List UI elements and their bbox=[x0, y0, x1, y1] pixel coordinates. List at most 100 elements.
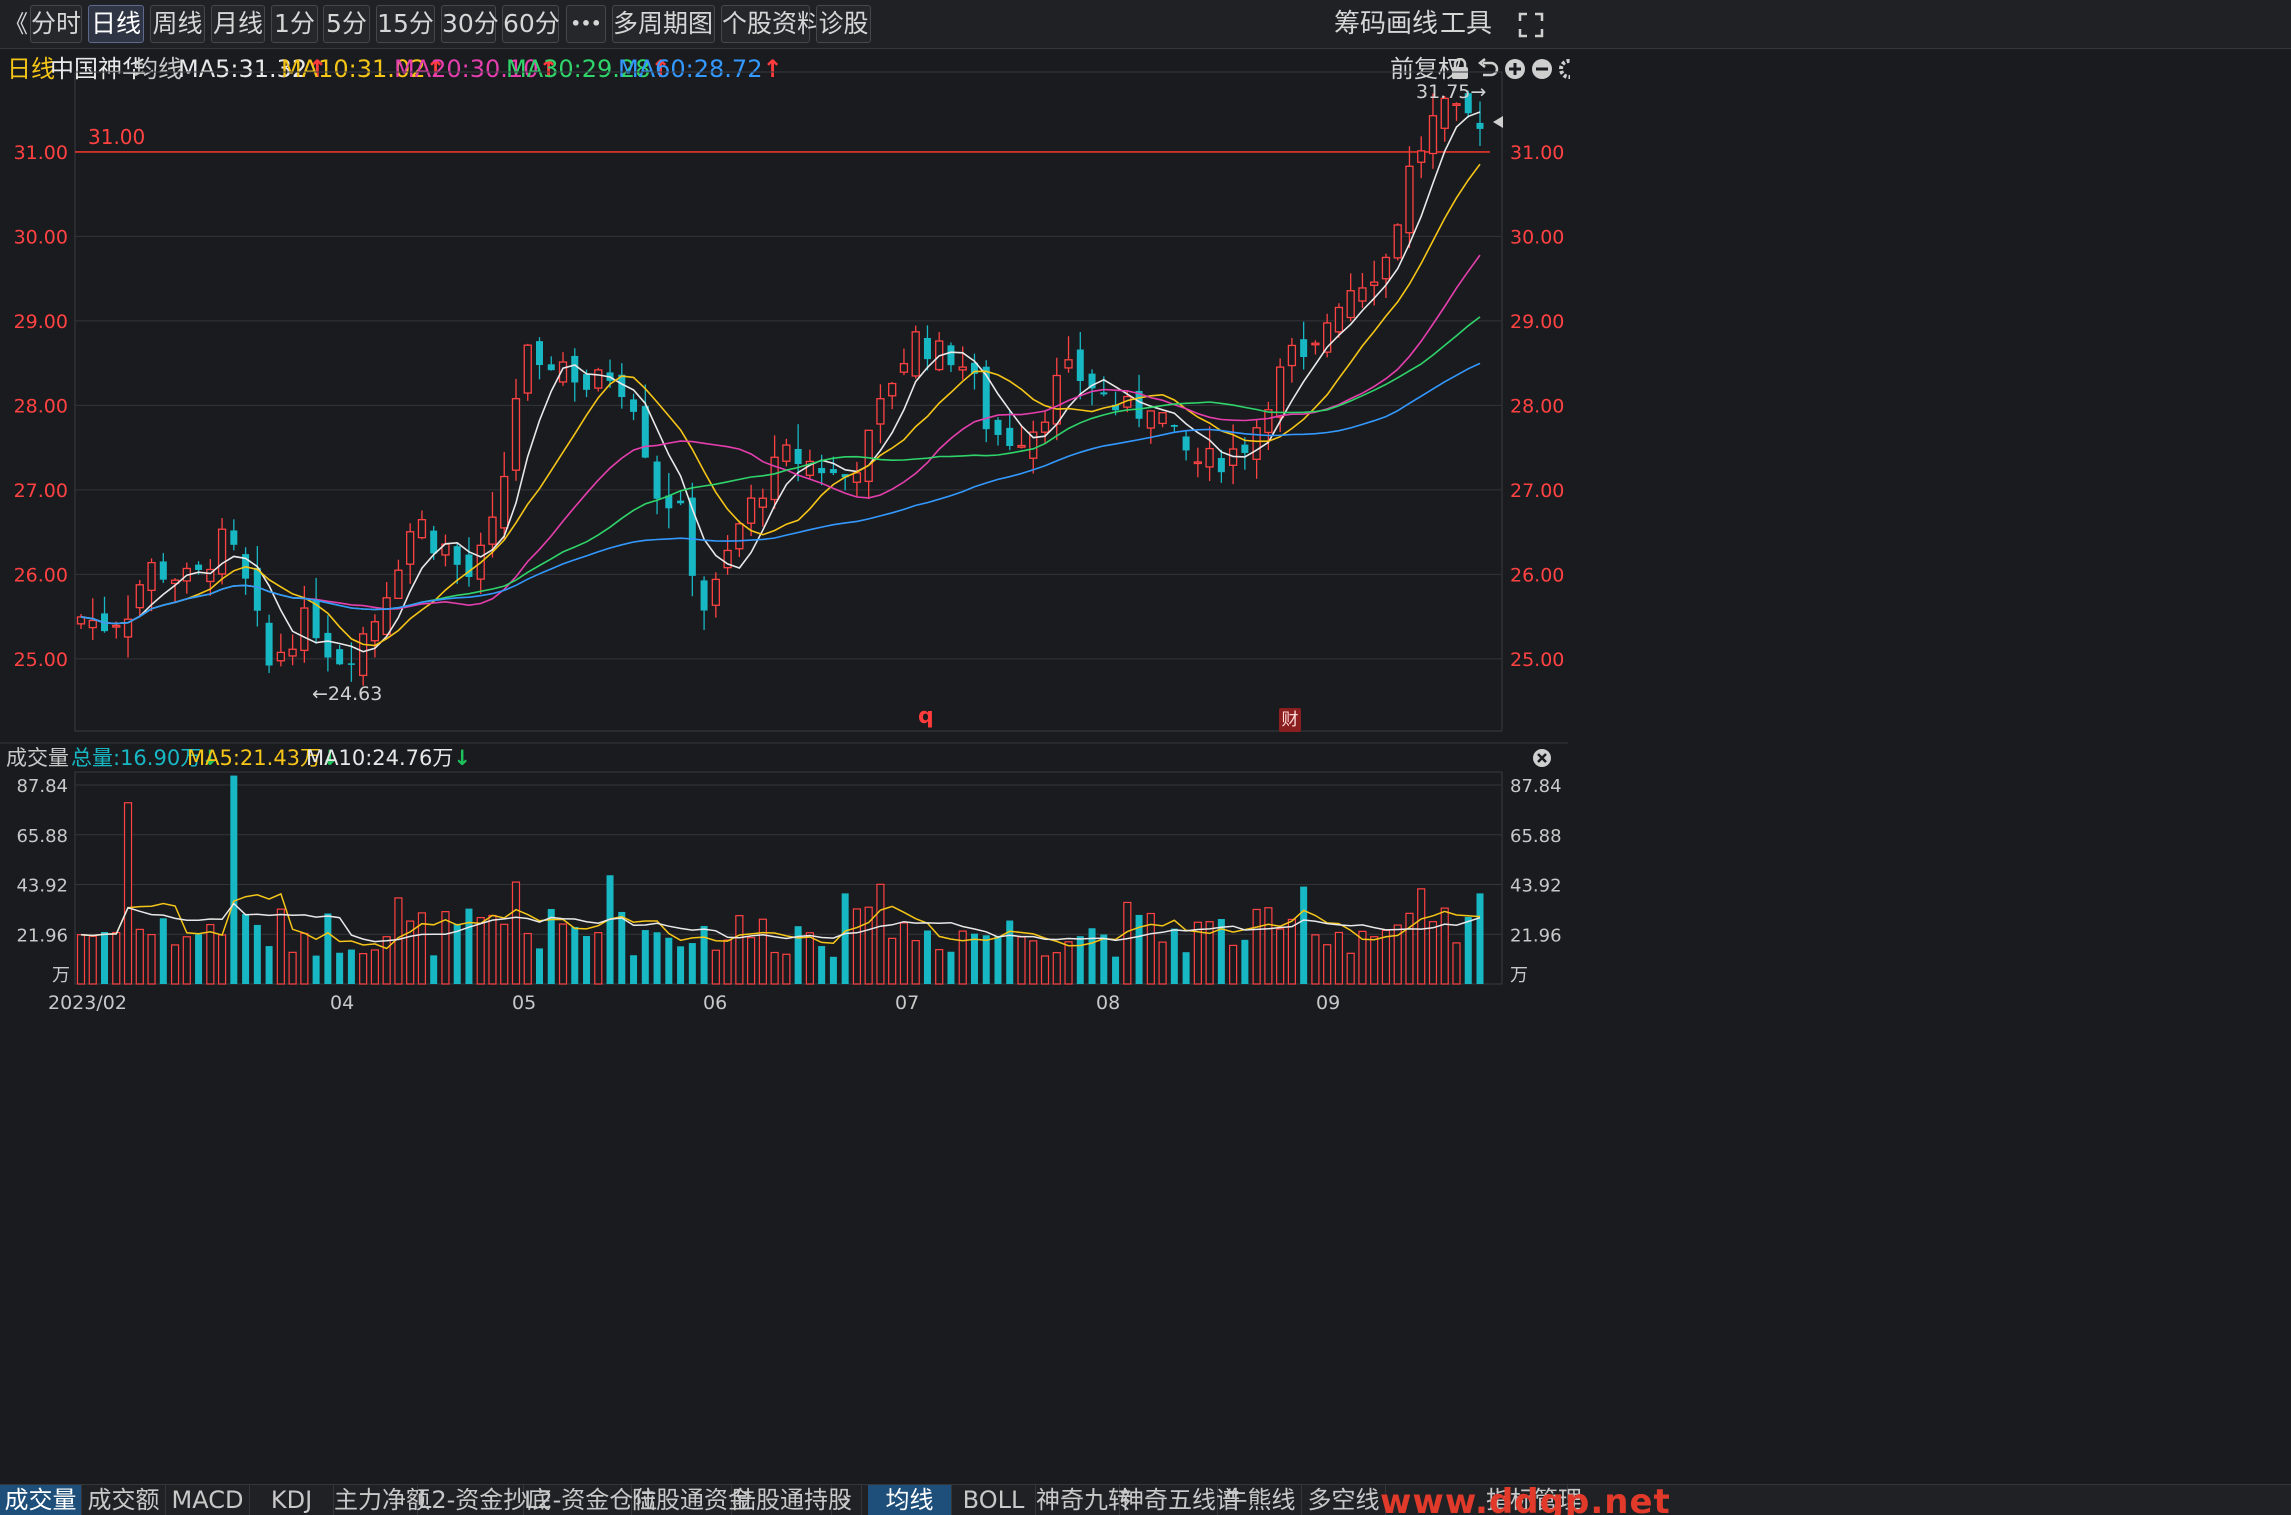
candle-down bbox=[630, 399, 638, 412]
stock-profile-button[interactable]: 个股资料 bbox=[721, 5, 822, 43]
volume-bar-down bbox=[794, 926, 802, 984]
volume-ma10: MA10:24.76万↓ bbox=[306, 744, 471, 772]
tab-volume[interactable]: 成交量 bbox=[0, 1485, 82, 1515]
candle-down bbox=[1088, 373, 1096, 389]
candle-up bbox=[1017, 444, 1026, 448]
volume-title: 成交量 bbox=[6, 746, 69, 770]
price-tick-left: 30.00 bbox=[14, 226, 68, 248]
tab-kdj[interactable]: KDJ bbox=[250, 1485, 334, 1515]
volume-bar-up bbox=[1311, 934, 1320, 985]
tabs-scroll-right-icon[interactable]: › bbox=[832, 1485, 862, 1515]
tab-15min[interactable]: 15分 bbox=[376, 5, 435, 43]
tab-weekly[interactable]: 周线 bbox=[150, 5, 205, 43]
tab-magic-five[interactable]: 神奇五线谱 bbox=[1120, 1485, 1240, 1515]
volume-bar-up bbox=[1452, 942, 1461, 985]
candle-down bbox=[230, 530, 238, 545]
candle-down bbox=[571, 355, 579, 383]
candle-up bbox=[723, 549, 732, 569]
candle-up bbox=[511, 398, 521, 471]
candle-up bbox=[382, 597, 391, 636]
tab-1min[interactable]: 1分 bbox=[271, 5, 318, 43]
candle-up bbox=[1275, 366, 1285, 418]
volume-bar-down bbox=[947, 951, 955, 984]
tab-l2-bottom[interactable]: L2-资金抄底 bbox=[418, 1485, 552, 1515]
volume-bar-down bbox=[1182, 952, 1190, 984]
tab-turnover[interactable]: 成交额 bbox=[82, 1485, 166, 1515]
volume-bar-down bbox=[641, 930, 649, 984]
multi-period-dropdown[interactable]: 多周期图 bbox=[612, 5, 736, 43]
event-marker-q[interactable]: q bbox=[918, 704, 934, 729]
tab-northbound-hold[interactable]: 陆股通持股 bbox=[732, 1485, 852, 1515]
volume-bar-up bbox=[288, 951, 297, 985]
tab-60min[interactable]: 60分 bbox=[502, 5, 560, 43]
tab-northbound-flow[interactable]: 陆股通资金 bbox=[632, 1485, 752, 1515]
arrow-down-icon: ↓ bbox=[453, 746, 472, 770]
tab-long-short[interactable]: 多空线 bbox=[1302, 1485, 1386, 1515]
adjust-mode-button[interactable]: 前复权 bbox=[1390, 55, 1462, 83]
collapse-icon[interactable]: 《 bbox=[4, 10, 28, 38]
tab-monthly[interactable]: 月线 bbox=[211, 5, 265, 43]
tab-bull-bear[interactable]: 牛熊线 bbox=[1218, 1485, 1302, 1515]
tab-macd[interactable]: MACD bbox=[166, 1485, 250, 1515]
undo-icon[interactable] bbox=[1477, 58, 1499, 80]
volume-bar-up bbox=[1287, 918, 1296, 985]
tools-dropdown[interactable]: 工具 bbox=[1440, 5, 1492, 43]
candle-up bbox=[1323, 322, 1332, 353]
kline-chart[interactable]: 25.00 25.00 26.00 26.00 27.00 27.00 28.00 28.00… bbox=[0, 0, 1568, 1484]
volume-bar-down bbox=[700, 925, 708, 984]
arrow-down-icon: ↓ bbox=[201, 746, 219, 770]
price-tick-right: 27.00 bbox=[1510, 480, 1564, 502]
zoom-out-icon[interactable] bbox=[1531, 58, 1553, 80]
volume-bar-down bbox=[970, 933, 978, 984]
candle-down bbox=[430, 530, 438, 554]
tab-main-net[interactable]: 主力净额 bbox=[334, 1485, 430, 1515]
tab-daily[interactable]: 日线 bbox=[88, 5, 144, 43]
tab-boll[interactable]: BOLL bbox=[952, 1485, 1036, 1515]
volume-bar-up bbox=[394, 897, 403, 985]
candle-up bbox=[135, 584, 144, 609]
candle-up bbox=[1346, 290, 1355, 319]
volume-bar-down bbox=[583, 936, 591, 984]
tab-intraday[interactable]: 分时 bbox=[30, 5, 82, 43]
candle-up bbox=[1252, 427, 1261, 460]
chips-button[interactable]: 筹码 bbox=[1334, 9, 1387, 39]
volume-bar-up bbox=[1064, 941, 1073, 985]
tab-30min[interactable]: 30分 bbox=[441, 5, 499, 43]
candle-up bbox=[488, 516, 497, 545]
zoom-in-icon[interactable] bbox=[1504, 58, 1526, 80]
financial-report-marker[interactable]: 财 bbox=[1279, 708, 1301, 732]
volume-bar-down bbox=[1006, 920, 1014, 984]
price-tick-right: 26.00 bbox=[1510, 564, 1564, 586]
tab-l2-position[interactable]: L2-资金仓位 bbox=[524, 1485, 658, 1515]
candle-up bbox=[394, 569, 403, 600]
volume-bar-up bbox=[782, 953, 791, 985]
volume-bar-down bbox=[101, 931, 109, 984]
volume-bar-up bbox=[1276, 928, 1285, 985]
fullscreen-icon[interactable] bbox=[1518, 12, 1544, 38]
date-tick: 07 bbox=[895, 992, 919, 1014]
tab-ma[interactable]: 均线 bbox=[868, 1485, 952, 1515]
tab-magic-nine[interactable]: 神奇九转 bbox=[1036, 1485, 1132, 1515]
arrow-up-icon: ↑ bbox=[650, 55, 671, 83]
candle-down bbox=[1100, 392, 1108, 395]
close-indicator-icon[interactable] bbox=[1532, 748, 1552, 768]
candle-up bbox=[1381, 256, 1391, 280]
tab-indicator-manage[interactable]: 指标管理 bbox=[1486, 1485, 1582, 1515]
lock-icon[interactable] bbox=[1450, 58, 1470, 80]
volume-bar-up bbox=[852, 908, 862, 985]
volume-bar-up bbox=[758, 918, 767, 985]
candle-down bbox=[970, 362, 978, 374]
volume-bar-up bbox=[911, 939, 920, 985]
volume-bar-up bbox=[370, 949, 380, 985]
tools-label: 工具 bbox=[1440, 9, 1493, 39]
diagnose-button[interactable]: 诊股 bbox=[816, 5, 871, 43]
draw-line-button[interactable]: 画线 bbox=[1386, 9, 1439, 39]
tab-5min[interactable]: 5分 bbox=[323, 5, 370, 43]
volume-bar-up bbox=[1334, 931, 1344, 985]
ma30-text: MA30:29.28 bbox=[506, 55, 651, 83]
volume-bar-up bbox=[217, 934, 227, 985]
candle-up bbox=[1440, 97, 1449, 129]
more-periods-button[interactable]: ••• bbox=[566, 5, 606, 43]
settings-gear-icon[interactable] bbox=[1558, 58, 1570, 80]
volume-bar-up bbox=[441, 911, 450, 985]
